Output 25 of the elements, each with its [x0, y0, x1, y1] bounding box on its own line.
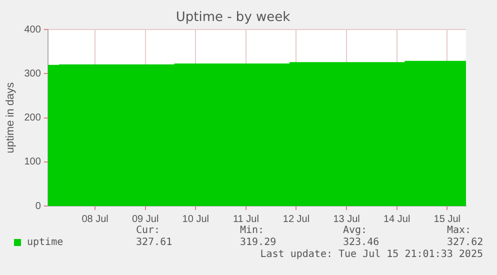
text: 323.46: [343, 237, 380, 248]
text: 319.29: [240, 237, 276, 248]
y-tick-label: 200: [24, 112, 42, 124]
x-tick-label: 08 Jul: [82, 214, 108, 225]
text: Min:: [240, 225, 264, 236]
x-tick-label: 13 Jul: [333, 214, 360, 225]
y-tick-label: 100: [24, 156, 42, 168]
y-tick-label: 300: [24, 68, 42, 80]
text: Max:: [447, 225, 472, 236]
text: 327.62: [447, 237, 484, 248]
y-tick-label: 0: [35, 200, 42, 212]
x-tick-label: 15 Jul: [434, 214, 460, 225]
x-tick-label: 09 Jul: [132, 214, 159, 225]
text: Avg:: [343, 225, 368, 236]
chart-title: Uptime - by week: [176, 10, 291, 26]
text: Last update: Tue Jul 15 21:01:33 2025: [260, 249, 483, 260]
y-axis-title: uptime in days: [4, 82, 17, 154]
text: Cur:: [136, 225, 160, 236]
x-tick-label: 11 Jul: [232, 214, 259, 225]
x-tick-label: 12 Jul: [282, 214, 310, 225]
y-tick-label: 400: [24, 24, 42, 36]
x-tick-label: 10 Jul: [182, 214, 209, 225]
text: 327.61: [136, 237, 172, 248]
legend-label: uptime: [27, 237, 64, 248]
x-tick-label: 14 Jul: [383, 214, 410, 225]
